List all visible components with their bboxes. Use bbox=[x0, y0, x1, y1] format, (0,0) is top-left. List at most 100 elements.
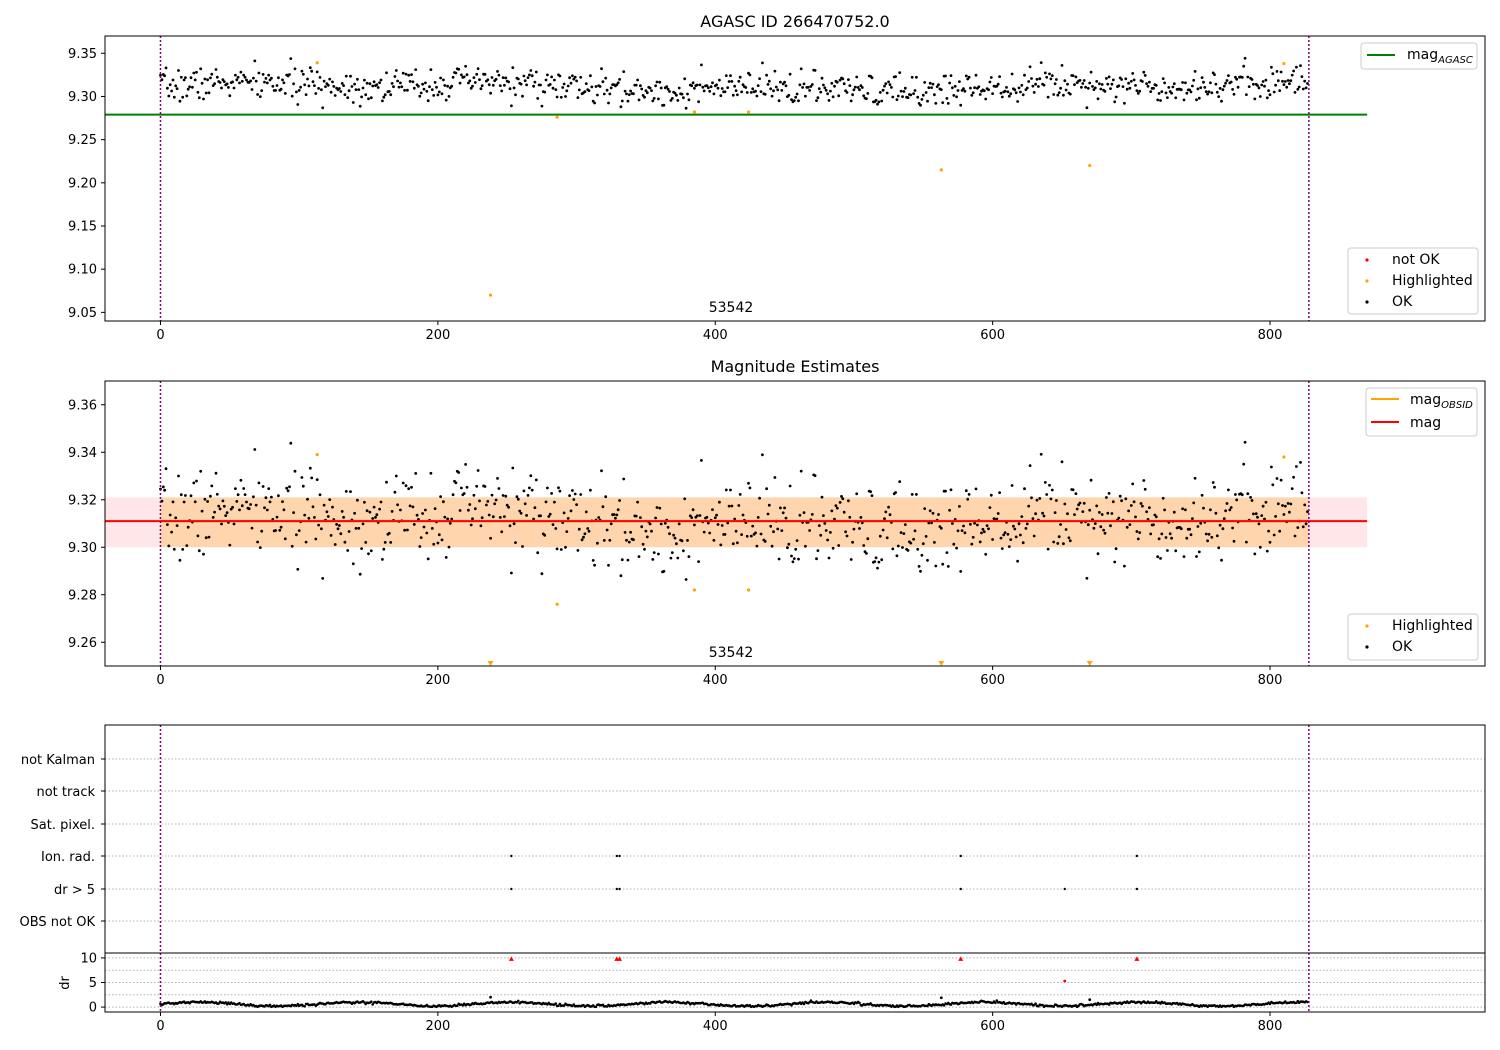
p1-ok-point-292 bbox=[564, 95, 567, 98]
p2-ok-point-73 bbox=[260, 529, 264, 533]
p1-ok-point-639 bbox=[1045, 75, 1049, 79]
p2-ok-point-59 bbox=[240, 504, 244, 508]
p2-ok-point-368 bbox=[669, 556, 673, 560]
p1-ok-point-752 bbox=[1202, 80, 1205, 84]
p2-ok-point-131 bbox=[340, 510, 344, 513]
p2-ok-point-270 bbox=[533, 506, 537, 510]
p1-ok-point-365 bbox=[665, 85, 669, 88]
p2-ok-point-599 bbox=[989, 493, 993, 497]
p2-ok-point-416 bbox=[736, 541, 739, 545]
p1-ok-point-803 bbox=[1272, 90, 1276, 94]
p2-ok-point-255 bbox=[512, 522, 516, 526]
p1-ok-point-151 bbox=[368, 82, 372, 86]
p2-ok-point-113 bbox=[315, 478, 319, 481]
p2-ok-point-465 bbox=[804, 544, 807, 548]
p1-ok-point-750 bbox=[1199, 86, 1203, 90]
p2-ok-point-283 bbox=[551, 523, 555, 526]
p2-ok-point-44 bbox=[220, 522, 223, 526]
p2-ok-point-632 bbox=[1035, 498, 1039, 502]
p2-ok-point-587 bbox=[973, 521, 976, 525]
p2-ok-point-484 bbox=[830, 509, 834, 513]
p2-ok-point-600 bbox=[991, 538, 994, 541]
p2-ok-point-244 bbox=[497, 487, 501, 490]
p1-ok-point-444 bbox=[774, 85, 778, 89]
p2-ok-point-306 bbox=[583, 532, 587, 536]
p2-ok-point-358 bbox=[655, 506, 659, 509]
p2-xtick-label-0: 0 bbox=[156, 673, 164, 688]
p2-ok-point-97 bbox=[293, 469, 297, 473]
p1-xtick-label-1: 200 bbox=[425, 328, 450, 343]
p2-ok-point-525 bbox=[887, 505, 890, 509]
p1-ok-point-113 bbox=[315, 70, 319, 74]
p1-ok-point-401 bbox=[715, 83, 718, 87]
p1-ok-point-623 bbox=[1023, 73, 1026, 77]
p2-ok-point-627 bbox=[1028, 464, 1032, 467]
p1-ok-point-309 bbox=[587, 89, 591, 92]
p2-ok-point-722 bbox=[1160, 532, 1164, 536]
p1-ok-point-179 bbox=[407, 73, 411, 77]
p2-ok-point-644 bbox=[1052, 540, 1056, 544]
p1-ok-point-584 bbox=[969, 86, 972, 90]
p2-ok-point-405 bbox=[720, 524, 724, 527]
p2-ok-point-650 bbox=[1060, 460, 1064, 464]
p2-ok-point-589 bbox=[976, 523, 979, 527]
p2-ok-point-238 bbox=[489, 536, 492, 540]
p1-highlighted-point-6 bbox=[1088, 163, 1092, 168]
p1-ok-point-293 bbox=[565, 89, 569, 93]
p1-ok-point-223 bbox=[468, 79, 472, 83]
p2-ok-point-223 bbox=[468, 503, 472, 506]
p2-ok-point-625 bbox=[1025, 522, 1029, 526]
p2-ok-point-737 bbox=[1181, 507, 1184, 511]
p2-ok-point-145 bbox=[360, 547, 363, 550]
p2-ok-point-5 bbox=[166, 523, 169, 526]
p2-ok-point-700 bbox=[1129, 504, 1133, 507]
p1-ok-point-559 bbox=[934, 101, 938, 105]
p1-ok-point-441 bbox=[770, 94, 774, 98]
p2-ok-point-184 bbox=[414, 472, 418, 475]
p2-ok-point-487 bbox=[834, 504, 838, 507]
p1-ok-point-202 bbox=[439, 76, 442, 80]
p1-ok-point-417 bbox=[737, 79, 741, 83]
p2-ok-point-579 bbox=[962, 524, 965, 528]
p2-ok-point-580 bbox=[963, 531, 967, 535]
p1-ok-point-247 bbox=[501, 76, 505, 79]
p1-ok-point-58 bbox=[239, 70, 243, 74]
p2-ok-point-686 bbox=[1110, 512, 1114, 515]
p3-row-label-4: dr > 5 bbox=[54, 883, 95, 898]
p2-xtick-label-1: 200 bbox=[425, 673, 450, 688]
p2-ok-point-781 bbox=[1242, 462, 1246, 466]
p2-ok-point-474 bbox=[816, 549, 820, 552]
p1-ok-point-773 bbox=[1231, 88, 1234, 91]
p1-ok-point-216 bbox=[458, 81, 462, 85]
p1-ok-point-510 bbox=[866, 92, 870, 95]
p2-ok-point-451 bbox=[784, 516, 788, 520]
panel-agasc-title: AGASC ID 266470752.0 bbox=[700, 12, 889, 31]
p2-ok-point-33 bbox=[204, 536, 208, 540]
p2-ok-point-274 bbox=[539, 514, 542, 518]
p1-ok-point-45 bbox=[221, 78, 225, 81]
p1-ok-point-814 bbox=[1288, 82, 1291, 86]
p2-ok-point-128 bbox=[336, 527, 340, 531]
p2-ok-point-705 bbox=[1136, 537, 1140, 541]
p2-ok-point-251 bbox=[507, 505, 510, 509]
p2-ok-point-592 bbox=[980, 531, 983, 535]
p1-ok-point-50 bbox=[228, 94, 232, 98]
p2-ok-point-95 bbox=[290, 544, 294, 548]
p1-ok-point-784 bbox=[1246, 75, 1250, 79]
p1-ok-point-517 bbox=[876, 102, 879, 106]
p1-ok-point-107 bbox=[307, 84, 311, 88]
p2-ok-point-78 bbox=[267, 487, 271, 490]
p1-ok-point-490 bbox=[838, 78, 842, 82]
p1-ok-point-658 bbox=[1071, 74, 1075, 77]
p1-ok-point-519 bbox=[878, 91, 882, 94]
p1-ok-point-144 bbox=[358, 104, 362, 108]
p1-ok-point-187 bbox=[418, 94, 422, 98]
p1-ok-point-240 bbox=[491, 83, 495, 87]
p3-flag-event-4 bbox=[1135, 854, 1139, 858]
p2-ok-point-213 bbox=[454, 481, 458, 485]
p2-ok-point-642 bbox=[1049, 497, 1053, 501]
p1-ok-point-225 bbox=[471, 84, 474, 88]
p2-ok-point-532 bbox=[896, 544, 900, 548]
p2-band bbox=[105, 497, 1368, 548]
